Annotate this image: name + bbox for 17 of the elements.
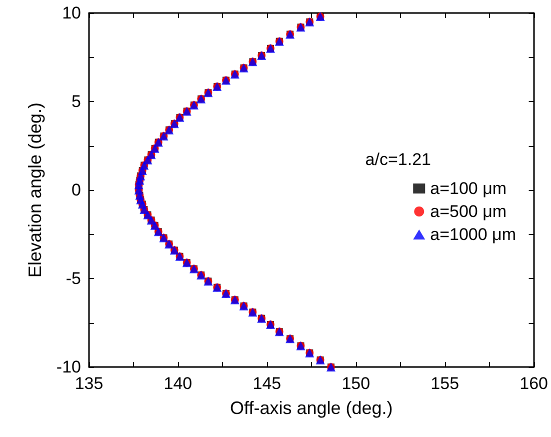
y-tick-label: -10 (56, 358, 81, 376)
x-tick-label: 140 (164, 374, 192, 393)
x-axis-title: Off-axis angle (deg.) (230, 398, 393, 418)
x-tick-label: 160 (520, 374, 548, 393)
y-tick-label: 5 (72, 92, 81, 111)
x-tick-label: 155 (430, 374, 460, 393)
legend-label: a=1000 μm (430, 225, 516, 244)
y-tick-label: 0 (72, 180, 81, 200)
y-tick-label: 10 (62, 4, 81, 22)
y-axis-title: Elevation angle (deg.) (25, 102, 45, 278)
x-tick-label: 150 (342, 374, 370, 393)
legend-label: a=500 μm (430, 202, 507, 221)
x-tick-label: 135 (74, 374, 104, 393)
legend-label: a=100 μm (430, 179, 507, 198)
y-tick-label: -5 (66, 269, 81, 288)
legend-title: a/c=1.21 (365, 150, 432, 169)
x-tick-label: 145 (252, 374, 282, 393)
